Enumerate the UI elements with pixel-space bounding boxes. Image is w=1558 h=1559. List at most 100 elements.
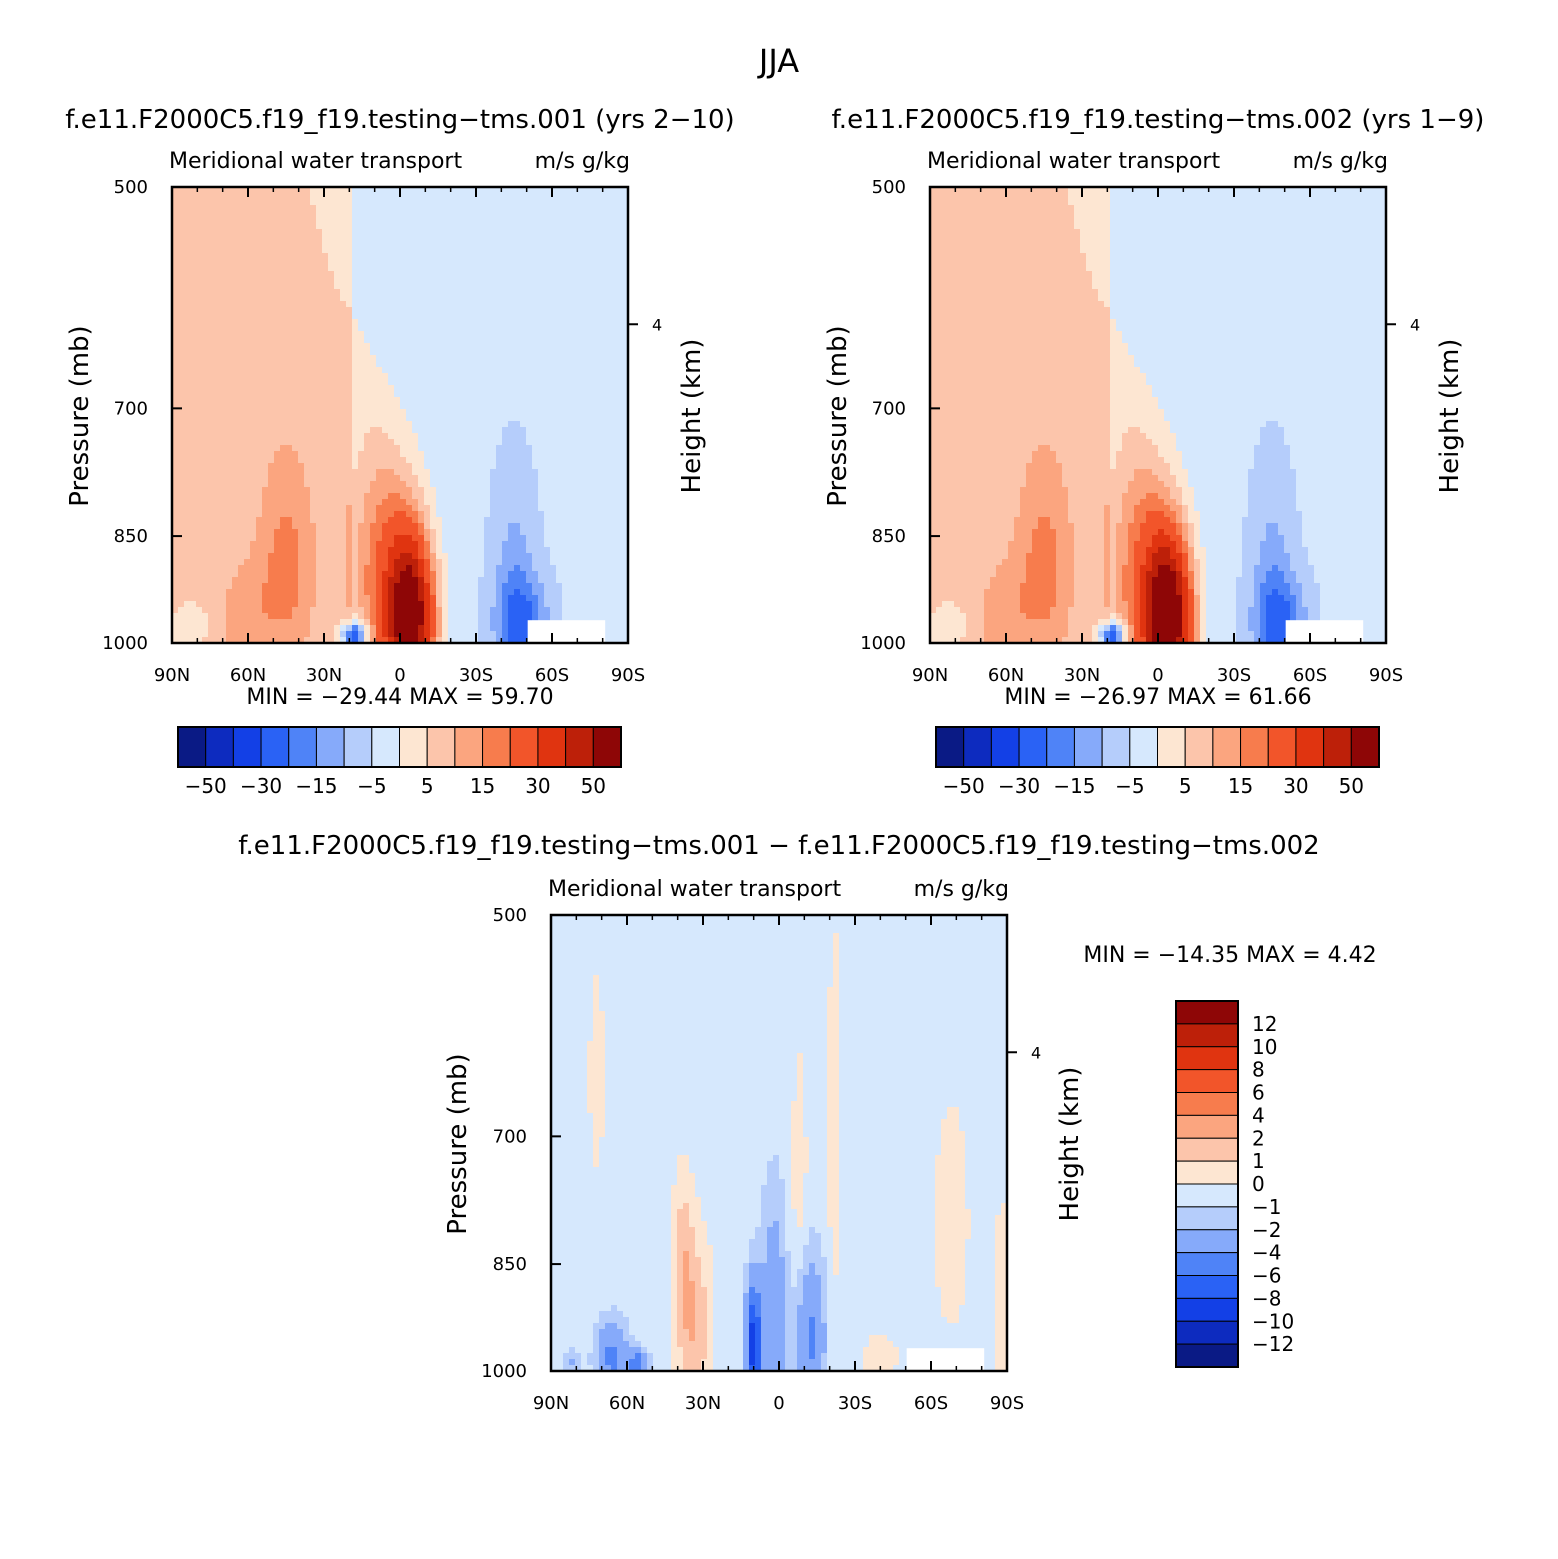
contour-cell [328,277,335,284]
contour-cell [556,319,563,326]
contour-cell [622,517,629,524]
contour-cell [532,211,539,218]
contour-cell [550,295,557,302]
contour-cell [592,433,599,440]
contour-cell [568,571,575,578]
contour-cell [460,349,467,356]
contour-cell [370,247,377,254]
contour-cell [304,439,311,446]
contour-cell [412,529,419,536]
contour-cell [214,331,221,338]
contour-cell [184,349,191,356]
contour-cell [250,211,257,218]
contour-cell [226,331,233,338]
contour-cell [262,385,269,392]
contour-cell [304,409,311,416]
contour-cell [196,505,203,512]
contour-cell [370,205,377,212]
contour-cell [388,505,395,512]
contour-cell [238,511,245,518]
contour-cell [478,403,485,410]
contour-cell [448,499,455,506]
contour-cell [508,439,515,446]
contour-cell [610,193,617,200]
contour-cell [394,445,401,452]
contour-cell [178,331,185,338]
contour-cell [262,271,269,278]
contour-cell [382,199,389,206]
contour-cell [184,193,191,200]
contour-cell [202,235,209,242]
contour-cell [502,283,509,290]
contour-cell [232,205,239,212]
contour-cell [226,241,233,248]
contour-cell [268,493,275,500]
contour-cell [412,259,419,266]
contour-cell [556,253,563,260]
contour-cell [556,247,563,254]
contour-cell [292,481,299,488]
contour-cell [598,403,605,410]
contour-cell [454,493,461,500]
contour-cell [502,451,509,458]
contour-cell [520,325,527,332]
contour-cell [244,289,251,296]
contour-cell [298,529,305,536]
contour-cell [400,481,407,488]
contour-cell [580,415,587,422]
contour-cell [460,517,467,524]
contour-cell [304,367,311,374]
contour-cell [184,211,191,218]
contour-cell [412,457,419,464]
contour-cell [214,283,221,290]
contour-cell [616,247,623,254]
contour-cell [538,469,545,476]
contour-cell [406,301,413,308]
contour-cell [346,421,353,428]
contour-cell [214,439,221,446]
contour-cell [574,559,581,566]
contour-cell [220,301,227,308]
contour-cell [532,283,539,290]
contour-cell [556,421,563,428]
contour-cell [568,499,575,506]
contour-cell [202,313,209,320]
contour-cell [448,535,455,542]
contour-cell [298,295,305,302]
contour-cell [580,553,587,560]
contour-cell [574,517,581,524]
contour-cell [286,187,293,194]
contour-cell [580,361,587,368]
contour-cell [310,199,317,206]
contour-cell [472,211,479,218]
contour-cell [256,577,263,584]
contour-cell [376,337,383,344]
contour-cell [598,343,605,350]
contour-cell [472,199,479,206]
contour-cell [268,415,275,422]
contour-cell [274,337,281,344]
contour-cell [256,265,263,272]
contour-cell [544,535,551,542]
contour-cell [400,421,407,428]
contour-cell [616,361,623,368]
contour-cell [268,421,275,428]
contour-cell [562,319,569,326]
contour-cell [436,313,443,320]
contour-cell [292,499,299,506]
contour-cell [358,403,365,410]
contour-cell [454,283,461,290]
contour-cell [376,319,383,326]
contour-cell [604,271,611,278]
contour-cell [298,457,305,464]
contour-cell [364,289,371,296]
contour-cell [394,199,401,206]
contour-cell [460,337,467,344]
contour-cell [250,481,257,488]
contour-cell [424,415,431,422]
contour-cell [202,535,209,542]
contour-cell [196,265,203,272]
contour-cell [256,343,263,350]
contour-cell [532,343,539,350]
contour-cell [220,415,227,422]
